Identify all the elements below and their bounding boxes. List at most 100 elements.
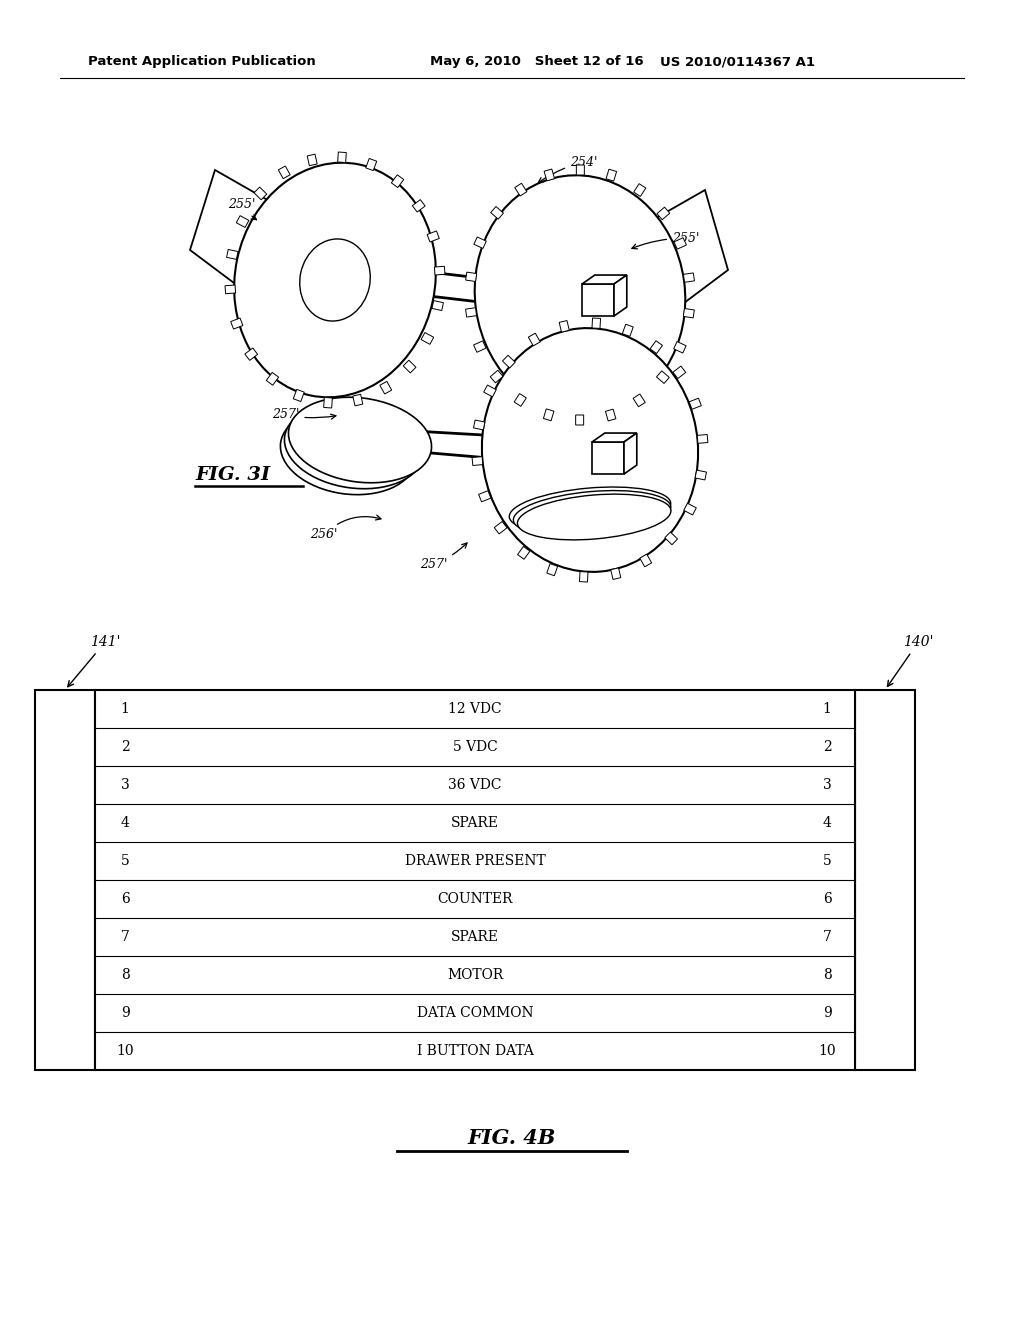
- Polygon shape: [673, 366, 686, 379]
- Text: 2: 2: [822, 741, 831, 754]
- Polygon shape: [582, 284, 614, 315]
- Text: Patent Application Publication: Patent Application Publication: [88, 55, 315, 69]
- Ellipse shape: [482, 329, 698, 572]
- Text: US 2010/0114367 A1: US 2010/0114367 A1: [660, 55, 815, 69]
- Bar: [95, 690, 855, 1071]
- Text: MOTOR: MOTOR: [446, 968, 503, 982]
- Text: SPARE: SPARE: [451, 816, 499, 830]
- Text: DATA COMMON: DATA COMMON: [417, 1006, 534, 1020]
- Text: 9: 9: [121, 1006, 129, 1020]
- Polygon shape: [190, 170, 285, 294]
- Text: 3: 3: [822, 777, 831, 792]
- Polygon shape: [528, 333, 541, 346]
- Text: 4: 4: [121, 816, 129, 830]
- Text: SPARE: SPARE: [451, 931, 499, 944]
- Polygon shape: [432, 301, 443, 310]
- Text: 257': 257': [420, 543, 467, 572]
- Polygon shape: [490, 206, 504, 219]
- Text: May 6, 2010   Sheet 12 of 16: May 6, 2010 Sheet 12 of 16: [430, 55, 644, 69]
- Polygon shape: [695, 470, 707, 480]
- Polygon shape: [366, 158, 377, 170]
- Text: 254': 254': [539, 156, 597, 182]
- Text: 6: 6: [822, 892, 831, 906]
- Polygon shape: [495, 521, 507, 533]
- Polygon shape: [515, 183, 527, 195]
- Ellipse shape: [285, 404, 424, 488]
- Polygon shape: [544, 169, 555, 181]
- Polygon shape: [338, 152, 346, 162]
- Polygon shape: [665, 532, 678, 545]
- Polygon shape: [395, 268, 522, 308]
- Text: FIG. 3I: FIG. 3I: [195, 466, 270, 484]
- Polygon shape: [635, 190, 728, 315]
- Polygon shape: [307, 154, 317, 166]
- Text: 5 VDC: 5 VDC: [453, 741, 498, 754]
- Text: 7: 7: [822, 931, 831, 944]
- Polygon shape: [434, 267, 445, 275]
- Text: 255': 255': [632, 231, 699, 249]
- Polygon shape: [592, 433, 637, 442]
- Polygon shape: [592, 318, 600, 329]
- Ellipse shape: [281, 409, 416, 495]
- Polygon shape: [683, 273, 694, 282]
- Polygon shape: [226, 249, 238, 259]
- Polygon shape: [266, 372, 279, 385]
- Polygon shape: [466, 308, 476, 317]
- Ellipse shape: [513, 491, 671, 536]
- Text: DRAWER PRESENT: DRAWER PRESENT: [404, 854, 546, 869]
- Text: 10: 10: [818, 1044, 836, 1059]
- Polygon shape: [624, 433, 637, 474]
- Polygon shape: [547, 564, 558, 576]
- Text: 2: 2: [121, 741, 129, 754]
- Polygon shape: [403, 360, 416, 374]
- Polygon shape: [353, 395, 362, 405]
- Text: 12 VDC: 12 VDC: [449, 702, 502, 715]
- Polygon shape: [517, 546, 529, 560]
- Polygon shape: [380, 381, 391, 393]
- Polygon shape: [474, 238, 486, 248]
- Polygon shape: [503, 355, 515, 368]
- Polygon shape: [473, 420, 485, 430]
- Polygon shape: [478, 491, 490, 502]
- Polygon shape: [293, 389, 304, 401]
- Text: 5: 5: [121, 854, 129, 869]
- Polygon shape: [279, 166, 290, 178]
- Polygon shape: [634, 183, 646, 197]
- Polygon shape: [559, 321, 569, 333]
- Polygon shape: [674, 342, 686, 352]
- Ellipse shape: [300, 239, 371, 321]
- Text: 8: 8: [121, 968, 129, 982]
- Polygon shape: [640, 554, 651, 566]
- Text: 4: 4: [822, 816, 831, 830]
- Polygon shape: [483, 385, 497, 397]
- Polygon shape: [577, 165, 585, 176]
- Ellipse shape: [234, 162, 436, 397]
- Polygon shape: [237, 215, 249, 227]
- Polygon shape: [605, 409, 615, 421]
- Polygon shape: [324, 397, 333, 408]
- Polygon shape: [656, 371, 670, 383]
- Polygon shape: [633, 393, 645, 407]
- Polygon shape: [697, 434, 708, 444]
- Polygon shape: [650, 341, 663, 354]
- Polygon shape: [674, 238, 686, 249]
- Polygon shape: [575, 414, 584, 425]
- Polygon shape: [245, 348, 258, 360]
- Polygon shape: [689, 399, 701, 409]
- Text: 6: 6: [121, 892, 129, 906]
- Text: COUNTER: COUNTER: [437, 892, 513, 906]
- Text: 1: 1: [121, 702, 129, 715]
- Polygon shape: [466, 272, 477, 281]
- Polygon shape: [427, 231, 439, 242]
- Polygon shape: [413, 199, 425, 213]
- Polygon shape: [544, 409, 554, 421]
- Text: 140': 140': [888, 635, 934, 686]
- Polygon shape: [606, 169, 616, 181]
- Bar: [855, 690, 915, 1071]
- Text: I BUTTON DATA: I BUTTON DATA: [417, 1044, 534, 1059]
- Text: 10: 10: [116, 1044, 134, 1059]
- Polygon shape: [683, 309, 694, 318]
- Text: 3: 3: [121, 777, 129, 792]
- Polygon shape: [254, 187, 267, 199]
- Polygon shape: [396, 430, 536, 462]
